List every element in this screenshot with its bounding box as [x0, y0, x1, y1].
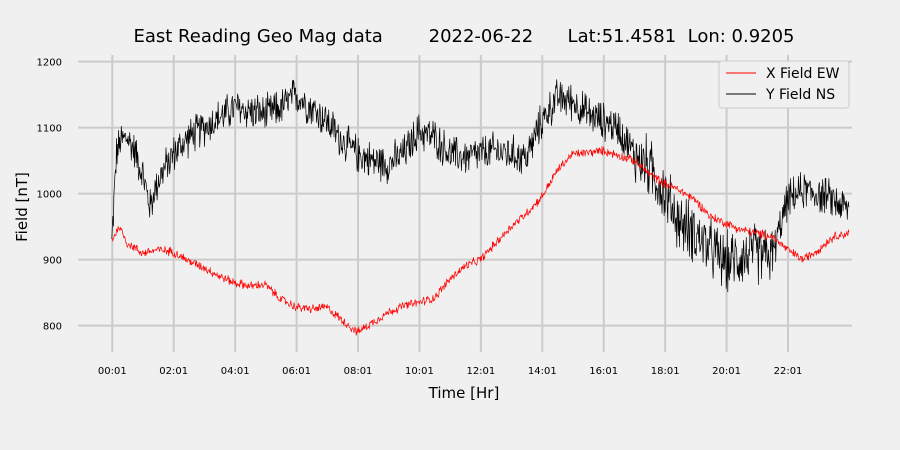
series-layer [111, 79, 850, 336]
x-tick-label: 08:01 [344, 366, 373, 377]
series-line-y-field-ns [111, 79, 850, 293]
y-tick-label: 800 [43, 322, 62, 333]
x-axis-ticks: 00:01 02:01 04:01 06:01 08:01 10:01 12:01 14:01… [98, 366, 803, 377]
x-tick-label: 18:01 [651, 366, 680, 377]
x-tick-label: 20:01 [712, 366, 741, 377]
x-tick-label: 02:01 [159, 366, 188, 377]
legend: X Field EW Y Field NS [718, 60, 850, 109]
x-tick-label: 22:01 [774, 366, 803, 377]
x-tick-label: 00:01 [98, 366, 127, 377]
series-line-x-field-ew [111, 145, 850, 336]
y-tick-label: 900 [43, 256, 62, 267]
y-axis-label: Field [nT] [13, 172, 31, 242]
x-tick-label: 14:01 [528, 366, 557, 377]
legend-label-x-field: X Field EW [766, 66, 840, 82]
x-tick-label: 10:01 [405, 366, 434, 377]
x-axis-label: Time [Hr] [428, 384, 500, 402]
legend-label-y-field: Y Field NS [765, 87, 835, 103]
chart-title: East Reading Geo Mag data 2022-06-22 Lat… [133, 26, 794, 47]
x-tick-label: 06:01 [282, 366, 311, 377]
y-tick-label: 1000 [37, 190, 62, 201]
y-axis-ticks: 800 900 1000 1100 1200 [37, 58, 62, 333]
x-tick-label: 16:01 [589, 366, 618, 377]
x-tick-label: 04:01 [221, 366, 250, 377]
y-tick-label: 1100 [37, 124, 62, 135]
x-tick-label: 12:01 [466, 366, 495, 377]
y-tick-label: 1200 [37, 58, 62, 69]
